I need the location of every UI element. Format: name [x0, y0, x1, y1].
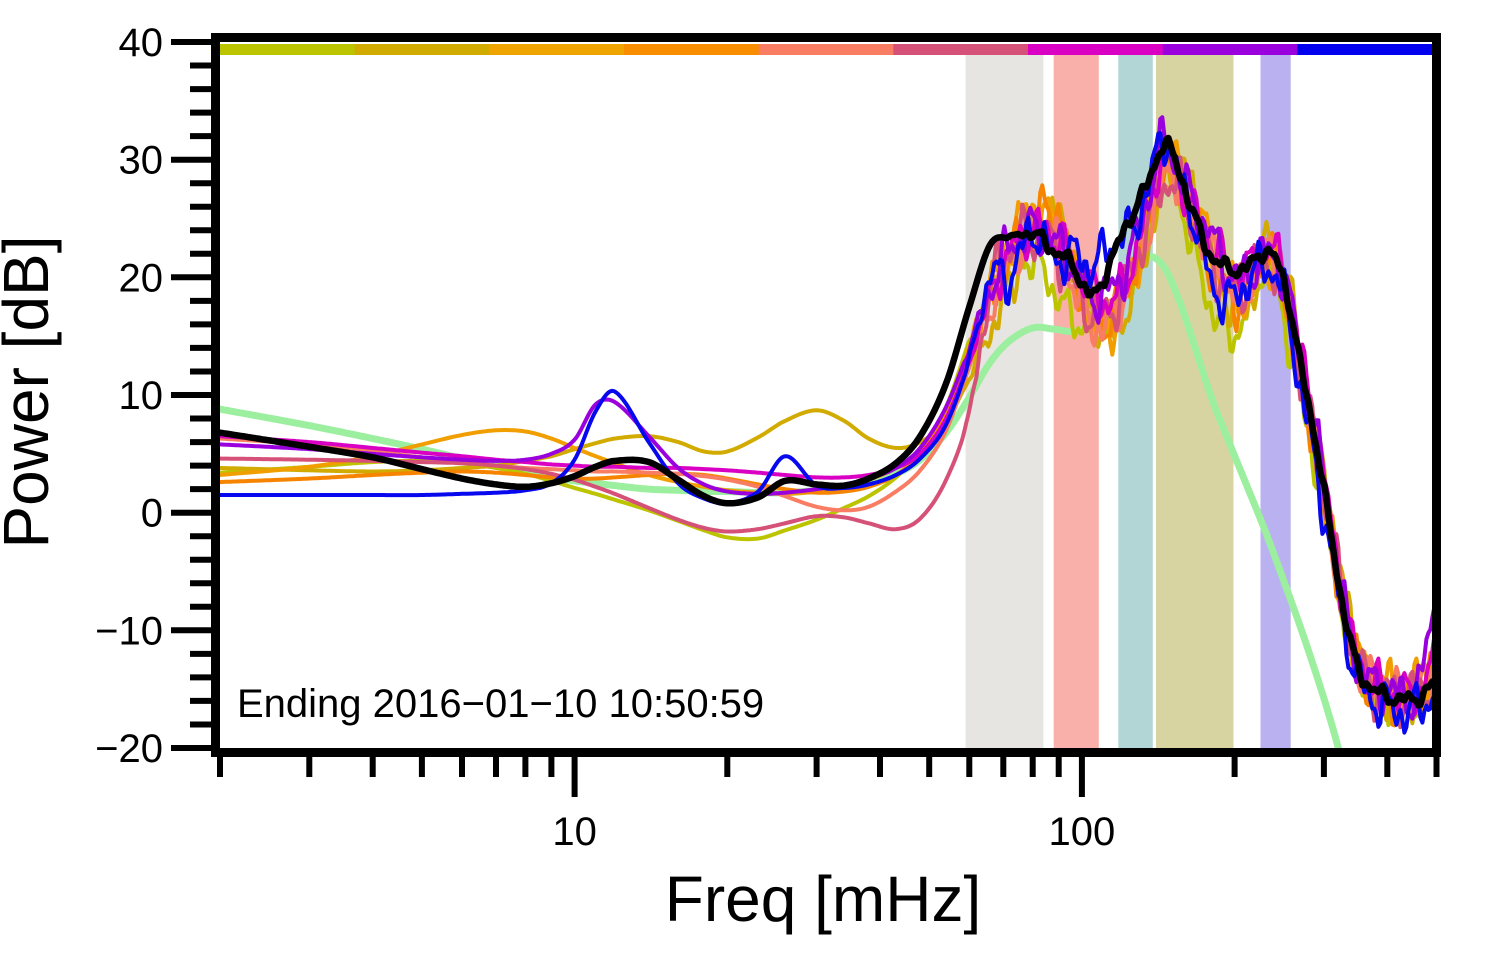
highlight-band	[1118, 55, 1153, 748]
series-orange	[220, 139, 1432, 712]
y-tick-label: 40	[119, 21, 164, 65]
y-axis-label: Power [dB]	[0, 235, 62, 548]
x-tick-label: 10	[552, 810, 597, 854]
series-blue	[220, 131, 1432, 735]
spectra-curves-layer	[220, 115, 1432, 748]
y-tick-label: −10	[95, 609, 163, 653]
colorbar-segment	[1297, 44, 1433, 55]
series-gold	[220, 152, 1432, 726]
highlight-band	[1260, 55, 1291, 748]
series-yellow-green	[220, 135, 1432, 728]
y-tick-label: 0	[141, 492, 163, 536]
series-dark-orange	[220, 143, 1432, 728]
highlight-band	[1053, 55, 1099, 748]
x-axis-label: Freq [mHz]	[665, 863, 981, 935]
x-tick-label: 100	[1049, 810, 1116, 854]
series-black-mean	[220, 134, 1432, 709]
highlight-bands-layer	[965, 55, 1291, 748]
y-tick-label: 30	[119, 139, 164, 183]
highlight-band	[965, 55, 1044, 748]
colorbar-segment	[1162, 44, 1298, 55]
colorbar-segment	[1028, 44, 1164, 55]
axes-layer: 10 100 −20 −10 0 10 20 30 40	[95, 21, 1440, 854]
series-magenta	[220, 142, 1432, 717]
colorbar-segment	[354, 44, 490, 55]
annotation-ending-time: Ending 2016−01−10 10:50:59	[237, 682, 764, 726]
plot-frame	[211, 33, 1441, 757]
colorbar-segment	[220, 44, 356, 55]
y-tick-label: 10	[119, 374, 164, 418]
colorbar-segment	[489, 44, 625, 55]
time-colorbar	[220, 44, 1433, 55]
colorbar-segment	[893, 44, 1029, 55]
colorbar-segment	[758, 44, 894, 55]
series-purple	[220, 115, 1432, 721]
colorbar-segment	[624, 44, 760, 55]
y-tick-label: 20	[119, 256, 164, 300]
y-tick-label: −20	[95, 727, 163, 771]
